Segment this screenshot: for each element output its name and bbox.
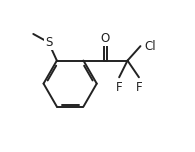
Text: S: S: [45, 36, 52, 49]
Text: O: O: [101, 32, 110, 45]
Text: F: F: [136, 81, 142, 94]
Text: F: F: [116, 81, 122, 94]
Text: Cl: Cl: [144, 40, 156, 53]
